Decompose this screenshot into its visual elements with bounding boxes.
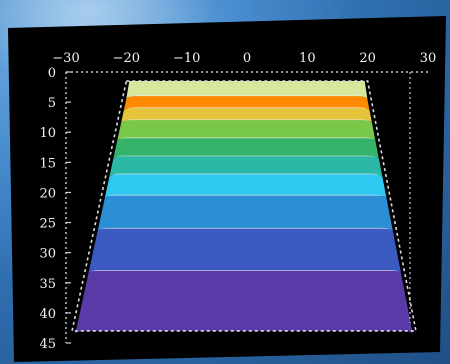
- contour-band: [116, 120, 376, 143]
- x-tick-label: 0: [243, 51, 251, 66]
- y-tick-label: 0: [48, 66, 56, 81]
- contour-band: [104, 174, 387, 200]
- x-tick-label: −20: [113, 51, 140, 66]
- contour-band: [97, 195, 394, 233]
- y-tick-label: 35: [39, 277, 56, 292]
- x-tick-label: 10: [299, 51, 316, 66]
- plot-area: [71, 80, 417, 335]
- domain-outline: [71, 80, 417, 332]
- y-tick-label: 40: [39, 307, 56, 322]
- y-tick-label: 10: [39, 126, 56, 141]
- contour-band: [126, 81, 368, 101]
- x-tick-label: 20: [359, 51, 376, 66]
- contour-band: [88, 228, 402, 275]
- x-tick-label: −30: [52, 51, 79, 66]
- y-tick-label: 20: [39, 186, 56, 201]
- contour-band: [75, 270, 413, 335]
- y-tick-label: 30: [39, 247, 56, 262]
- axes: −30 −20 −10 0 10 20 30 0 5 10 15 20 25 30 35 40 45: [39, 51, 436, 352]
- x-tick-label: 30: [420, 51, 437, 66]
- contour-band: [109, 156, 383, 179]
- y-tick-label: 45: [39, 337, 56, 352]
- y-tick-label: 25: [39, 217, 56, 232]
- x-tick-label: −10: [173, 51, 200, 66]
- y-tick-label: 5: [48, 96, 56, 111]
- contour-band: [112, 138, 380, 161]
- y-tick-label: 15: [39, 156, 56, 171]
